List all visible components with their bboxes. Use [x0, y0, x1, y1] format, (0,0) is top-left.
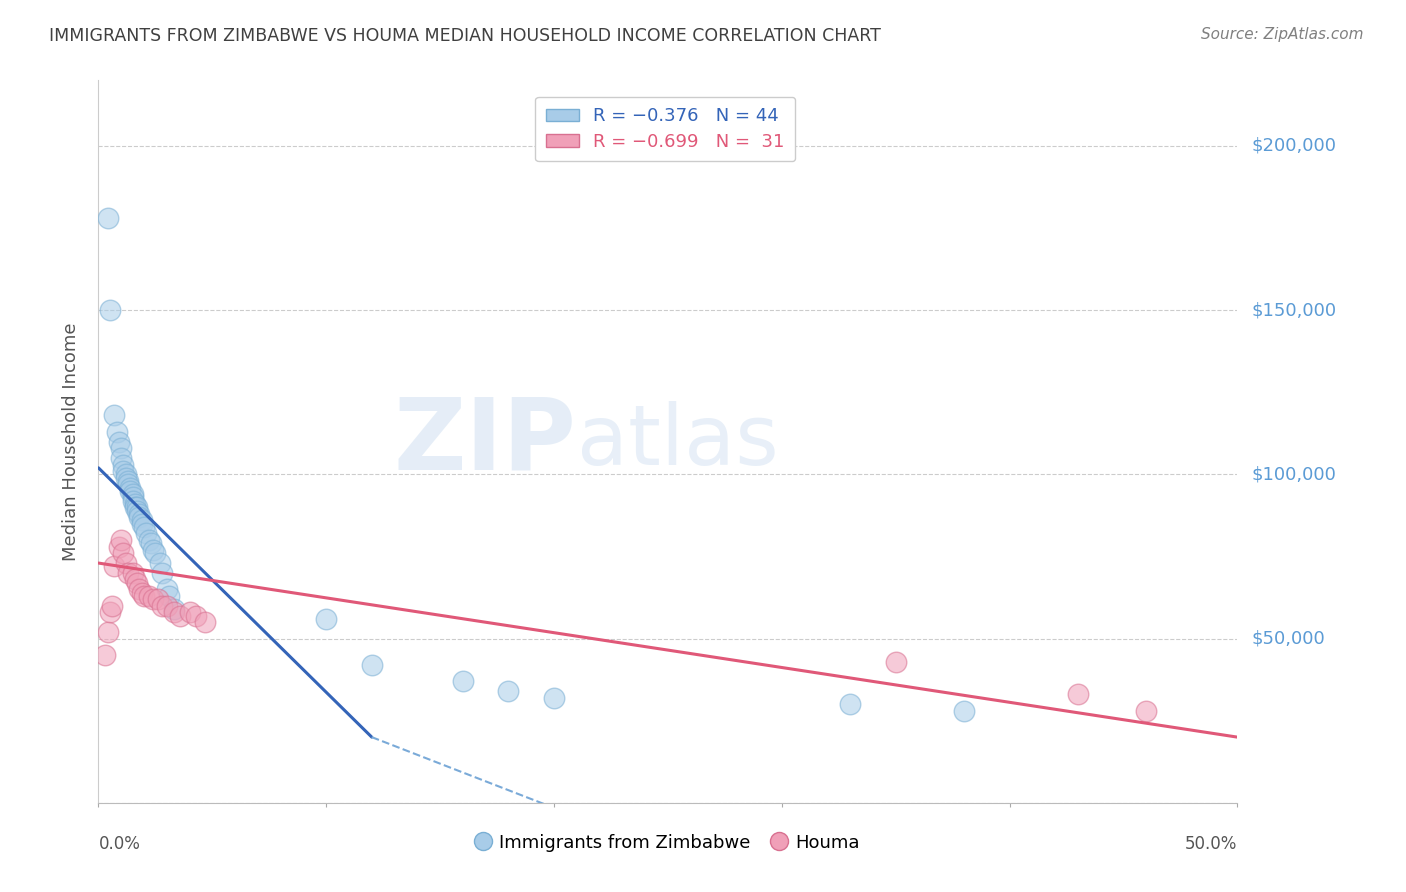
Point	[1135, 704, 1157, 718]
Point	[112, 546, 135, 560]
Point	[121, 566, 143, 580]
Point	[138, 533, 160, 547]
Point	[124, 500, 146, 515]
Legend: Immigrants from Zimbabwe, Houma: Immigrants from Zimbabwe, Houma	[468, 826, 868, 859]
Point	[139, 536, 162, 550]
Point	[194, 615, 217, 630]
Point	[156, 582, 179, 597]
Text: Source: ZipAtlas.com: Source: ZipAtlas.com	[1201, 27, 1364, 42]
Point	[98, 303, 121, 318]
Point	[96, 625, 118, 640]
Point	[124, 573, 146, 587]
Point	[105, 425, 128, 439]
Point	[132, 520, 155, 534]
Text: $150,000: $150,000	[1251, 301, 1336, 319]
Point	[186, 608, 208, 623]
Point	[120, 481, 142, 495]
Point	[162, 605, 184, 619]
Point	[150, 566, 173, 580]
Point	[360, 657, 382, 672]
Point	[112, 464, 135, 478]
Point	[108, 434, 131, 449]
Point	[117, 477, 139, 491]
Point	[128, 582, 150, 597]
Point	[953, 704, 976, 718]
Y-axis label: Median Household Income: Median Household Income	[62, 322, 80, 561]
Point	[117, 474, 139, 488]
Point	[110, 533, 132, 547]
Text: $100,000: $100,000	[1251, 466, 1336, 483]
Point	[121, 491, 143, 505]
Point	[498, 684, 520, 698]
Point	[1067, 687, 1090, 701]
Point	[108, 540, 131, 554]
Point	[103, 409, 125, 423]
Point	[451, 674, 474, 689]
Point	[150, 599, 173, 613]
Text: $200,000: $200,000	[1251, 137, 1336, 155]
Point	[127, 575, 149, 590]
Text: 50.0%: 50.0%	[1185, 835, 1237, 854]
Point	[142, 542, 165, 557]
Point	[156, 599, 179, 613]
Point	[114, 471, 136, 485]
Point	[121, 493, 143, 508]
Point	[135, 526, 157, 541]
Text: $50,000: $50,000	[1251, 630, 1324, 648]
Point	[142, 592, 165, 607]
Point	[839, 698, 862, 712]
Point	[110, 441, 132, 455]
Point	[145, 546, 167, 560]
Point	[127, 503, 149, 517]
Point	[101, 599, 124, 613]
Point	[98, 605, 121, 619]
Point	[121, 487, 143, 501]
Point	[146, 592, 169, 607]
Point	[117, 566, 139, 580]
Point	[114, 467, 136, 482]
Point	[149, 556, 172, 570]
Text: ZIP: ZIP	[394, 393, 576, 490]
Point	[96, 211, 118, 226]
Point	[179, 605, 201, 619]
Point	[132, 589, 155, 603]
Text: 0.0%: 0.0%	[98, 835, 141, 854]
Point	[128, 507, 150, 521]
Point	[103, 559, 125, 574]
Point	[138, 589, 160, 603]
Point	[543, 690, 565, 705]
Point	[120, 483, 142, 498]
Point	[169, 608, 191, 623]
Text: IMMIGRANTS FROM ZIMBABWE VS HOUMA MEDIAN HOUSEHOLD INCOME CORRELATION CHART: IMMIGRANTS FROM ZIMBABWE VS HOUMA MEDIAN…	[49, 27, 882, 45]
Point	[162, 602, 184, 616]
Point	[94, 648, 117, 662]
Point	[124, 497, 146, 511]
Point	[157, 589, 180, 603]
Point	[114, 556, 136, 570]
Point	[110, 450, 132, 465]
Text: atlas: atlas	[576, 401, 779, 482]
Point	[127, 500, 149, 515]
Point	[315, 612, 337, 626]
Point	[128, 510, 150, 524]
Point	[131, 513, 153, 527]
Point	[112, 458, 135, 472]
Point	[131, 516, 153, 531]
Point	[131, 585, 153, 599]
Point	[884, 655, 907, 669]
